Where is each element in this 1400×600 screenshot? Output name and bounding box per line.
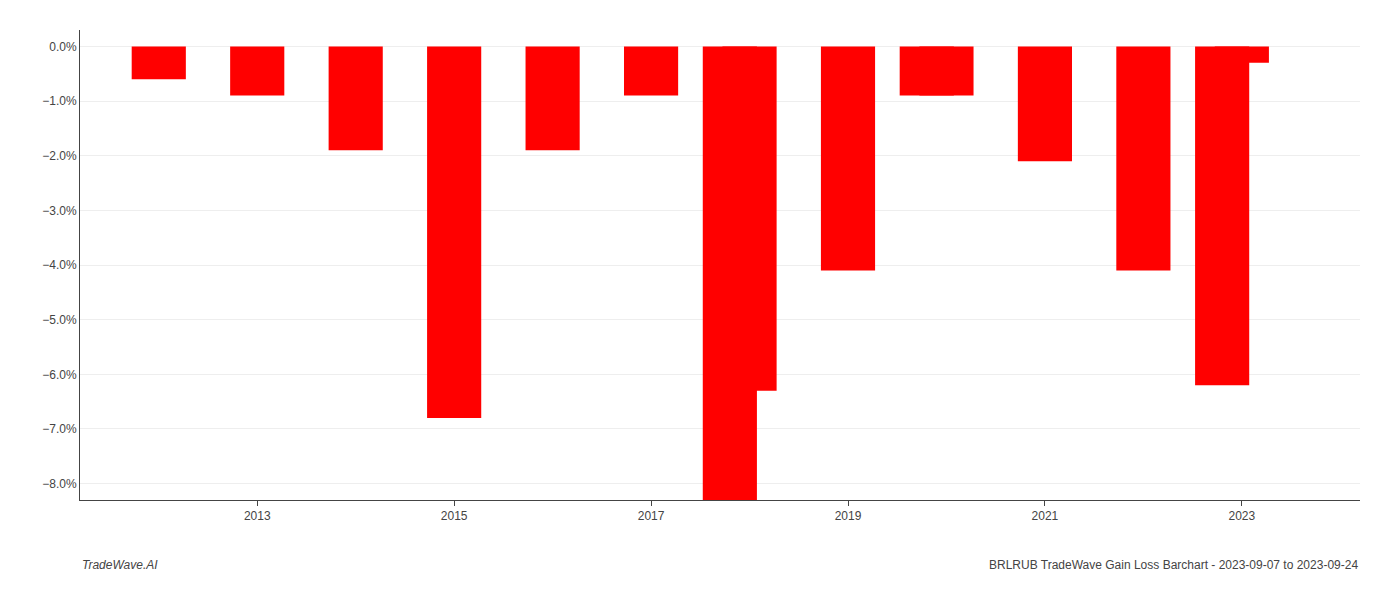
svg-text:−4.0%: −4.0%: [42, 258, 77, 272]
svg-text:−6.0%: −6.0%: [42, 368, 77, 382]
svg-text:0.0%: 0.0%: [49, 40, 77, 54]
svg-text:2013: 2013: [244, 509, 271, 523]
svg-text:−1.0%: −1.0%: [42, 94, 77, 108]
svg-text:2021: 2021: [1032, 509, 1059, 523]
svg-text:2019: 2019: [835, 509, 862, 523]
svg-text:−5.0%: −5.0%: [42, 313, 77, 327]
svg-text:2017: 2017: [638, 509, 665, 523]
svg-text:−7.0%: −7.0%: [42, 422, 77, 436]
svg-text:−2.0%: −2.0%: [42, 149, 77, 163]
svg-text:BRLRUB TradeWave Gain Loss Bar: BRLRUB TradeWave Gain Loss Barchart - 20…: [989, 558, 1358, 572]
svg-text:2023: 2023: [1228, 509, 1255, 523]
svg-text:−3.0%: −3.0%: [42, 204, 77, 218]
svg-text:−8.0%: −8.0%: [42, 477, 77, 491]
svg-text:2015: 2015: [441, 509, 468, 523]
svg-text:TradeWave.AI: TradeWave.AI: [82, 558, 158, 572]
